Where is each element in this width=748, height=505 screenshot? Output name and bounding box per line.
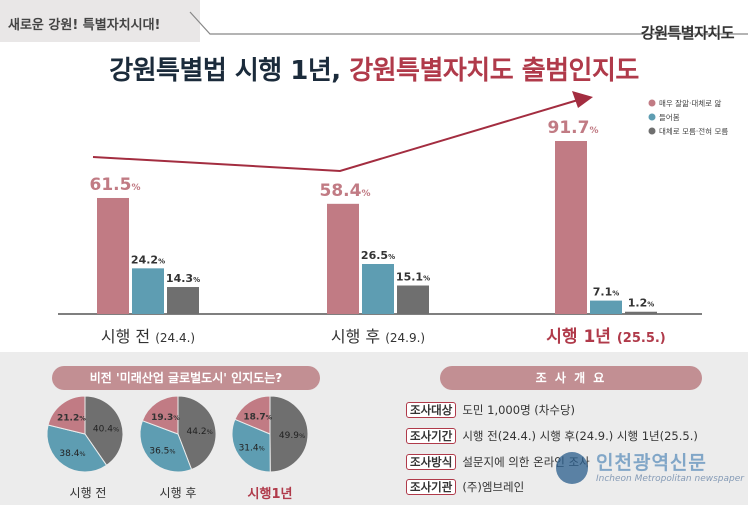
pie-value-label: 21.2%: [57, 414, 86, 424]
survey-tag: 조사기관: [406, 479, 457, 495]
pie-slice: [84, 395, 124, 466]
watermark-sub: Incheon Metropolitan newspaper: [596, 474, 744, 484]
legend-label: 들어봄: [659, 112, 680, 122]
pie-slice: [234, 395, 271, 435]
survey-tag: 조사기간: [406, 428, 457, 444]
pie-value-label: 44.2%: [187, 427, 213, 437]
brand-logo: 강원특별자치도: [640, 22, 735, 43]
bar-value-label: 15.1%: [396, 271, 430, 284]
bar: [97, 197, 129, 314]
header: 새로운 강원! 특별자치시대! 강원특별자치도 강원특별법 시행 1년, 강원특…: [0, 0, 748, 86]
bar: [590, 300, 622, 314]
bar: [397, 285, 429, 314]
bar-value-label: 61.5%: [90, 175, 141, 195]
legend-label: 매우 잘앎·대체로 앎: [659, 98, 721, 108]
pie-value-label: 49.9%: [279, 431, 305, 441]
category-label: 시행 전 (24.4.): [101, 327, 195, 346]
watermark-name: 인천광역신문: [596, 452, 707, 474]
bar: [132, 268, 164, 314]
survey-text: 시행 전(24.4.) 시행 후(24.9.) 시행 1년(25.5.): [462, 429, 698, 443]
pie-value-label: 36.5%: [149, 447, 175, 457]
bar: [327, 203, 359, 314]
pie-section-title: 비전 '미래산업 글로벌도시' 인지도는?: [52, 366, 320, 390]
bar: [625, 311, 657, 314]
survey-row-target: 조사대상 도민 1,000명 (차수당): [406, 402, 575, 420]
brand-name: 강원특별자치도: [640, 24, 735, 42]
pie-label-1year: 시행1년: [247, 487, 293, 502]
category-label: 시행 후 (24.9.): [331, 327, 425, 346]
bar-value-label: 1.2%: [628, 297, 655, 310]
slogan-banner: [0, 0, 200, 42]
bar: [555, 141, 587, 314]
legend-marker: [648, 127, 656, 135]
pie-value-label: 31.4%: [239, 443, 265, 453]
pie-value-label: 40.4%: [93, 424, 119, 434]
vision-pie-charts: 40.4% 38.4% 21.2% 44.2% 36.5% 19.3% 49.9% 31.4%…: [46, 395, 309, 473]
pie-slice: [269, 395, 309, 473]
bar: [167, 287, 199, 314]
bar-value-label: 7.1%: [593, 286, 620, 299]
header-divider: [189, 11, 748, 35]
pie-value-label: 19.3%: [151, 413, 180, 423]
pie-slice: [231, 418, 271, 473]
survey-title: 조 사 개 요: [440, 366, 702, 390]
awareness-bar-chart: 61.5% 24.2%14.3% 시행 전 (24.4.) 58.4% 26.5%15.…: [58, 91, 728, 347]
bar-value-label: 24.2%: [131, 253, 165, 266]
page-title: 강원특별법 시행 1년, 강원특별자치도 출범인지도: [0, 50, 748, 87]
survey-row-period: 조사기간 시행 전(24.4.) 시행 후(24.9.) 시행 1년(25.5.): [406, 428, 698, 446]
survey-tag: 조사방식: [406, 454, 457, 470]
survey-row-agency: 조사기관 (주)엠브레인: [406, 479, 524, 497]
bottom-section: 비전 '미래산업 글로벌도시' 인지도는? 조 사 개 요 40.4% 38.4%…: [0, 352, 748, 505]
survey-text: 도민 1,000명 (차수당): [462, 403, 576, 417]
bar-value-label: 58.4%: [320, 181, 371, 201]
legend-marker: [648, 113, 656, 121]
bar-value-label: 14.3%: [166, 272, 200, 285]
pie-label-after: 시행 후: [159, 486, 197, 500]
legend-marker: [648, 99, 656, 107]
bar-value-label: 26.5%: [361, 249, 395, 262]
pie-value-label: 18.7%: [243, 413, 272, 423]
trend-arrow-icon: [572, 91, 593, 108]
title-part1: 강원특별법 시행 1년,: [109, 56, 341, 86]
survey-tag: 조사대상: [406, 402, 457, 418]
survey-text: (주)엠브레인: [462, 480, 525, 494]
pie-slice: [141, 395, 179, 435]
pie-slice: [139, 420, 193, 473]
bar-value-label: 91.7%: [548, 118, 599, 138]
title-part2: 강원특별자치도 출범인지도: [349, 56, 639, 86]
newspaper-watermark: 인천광역신문 Incheon Metropolitan newspaper: [556, 446, 746, 496]
pie-slice: [46, 424, 108, 473]
bar: [362, 264, 394, 314]
pie-slice: [177, 395, 217, 471]
slogan: 새로운 강원! 특별자치시대!: [8, 18, 161, 33]
newspaper-logo-icon: [556, 452, 588, 484]
category-label: 시행 1년 (25.5.): [546, 327, 666, 347]
pie-slice: [47, 395, 86, 435]
trend-line: [92, 99, 579, 173]
pie-value-label: 38.4%: [59, 449, 85, 459]
pie-label-before: 시행 전: [69, 486, 107, 500]
legend-label: 대체로 모름·전혀 모름: [659, 126, 728, 136]
